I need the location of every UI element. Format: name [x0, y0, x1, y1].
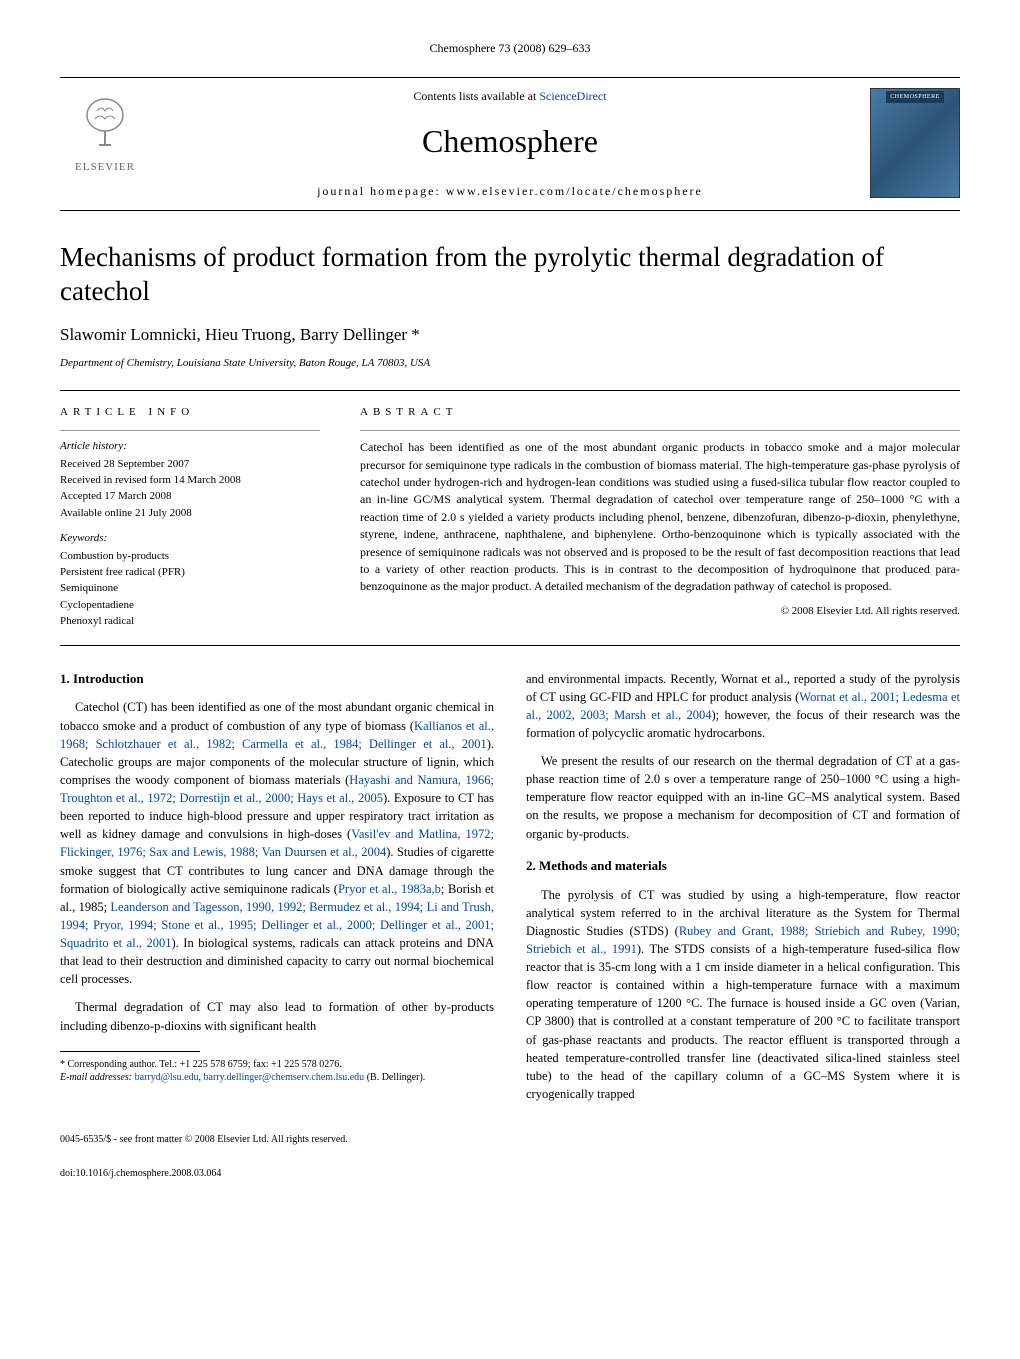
keyword: Combustion by-products	[60, 549, 320, 564]
intro-continuation: and environmental impacts. Recently, Wor…	[526, 670, 960, 743]
email-footnote: E-mail addresses: barryd@lsu.edu, barry.…	[60, 1071, 494, 1085]
article-info: ARTICLE INFO Article history: Received 2…	[60, 405, 320, 631]
right-column: and environmental impacts. Recently, Wor…	[526, 670, 960, 1113]
homepage-line: journal homepage: www.elsevier.com/locat…	[170, 183, 850, 200]
keyword: Cyclopentadiene	[60, 598, 320, 613]
citation-link[interactable]: Pryor et al., 1983a,b	[338, 882, 441, 896]
history-label: Article history:	[60, 439, 320, 454]
email-link[interactable]: barryd@lsu.edu	[135, 1072, 199, 1083]
abstract-heading: ABSTRACT	[360, 405, 960, 420]
journal-header: ELSEVIER Contents lists available at Sci…	[60, 77, 960, 211]
footer-copyright: 0045-6535/$ - see front matter © 2008 El…	[60, 1133, 960, 1147]
authors: Slawomir Lomnicki, Hieu Truong, Barry De…	[60, 323, 960, 347]
intro-paragraph-2: Thermal degradation of CT may also lead …	[60, 998, 494, 1034]
keywords-label: Keywords:	[60, 531, 320, 546]
header-center: Contents lists available at ScienceDirec…	[150, 88, 870, 200]
journal-citation: Chemosphere 73 (2008) 629–633	[60, 40, 960, 57]
footer-doi: doi:10.1016/j.chemosphere.2008.03.064	[60, 1167, 960, 1181]
methods-paragraph-1: The pyrolysis of CT was studied by using…	[526, 886, 960, 1104]
article-history-block: Article history: Received 28 September 2…	[60, 430, 320, 521]
article-title: Mechanisms of product formation from the…	[60, 241, 960, 309]
intro-heading: 1. Introduction	[60, 670, 494, 689]
email-label: E-mail addresses:	[60, 1072, 135, 1083]
article-info-heading: ARTICLE INFO	[60, 405, 320, 420]
affiliation: Department of Chemistry, Louisiana State…	[60, 356, 960, 371]
text: ). The STDS consists of a high-temperatu…	[526, 942, 960, 1101]
history-line: Available online 21 July 2008	[60, 506, 320, 521]
history-line: Received 28 September 2007	[60, 457, 320, 472]
history-line: Accepted 17 March 2008	[60, 489, 320, 504]
contents-available: Contents lists available at ScienceDirec…	[170, 88, 850, 105]
left-column: 1. Introduction Catechol (CT) has been i…	[60, 670, 494, 1113]
abstract-text: Catechol has been identified as one of t…	[360, 430, 960, 596]
keywords-block: Keywords: Combustion by-products Persist…	[60, 531, 320, 629]
abstract-copyright: © 2008 Elsevier Ltd. All rights reserved…	[360, 604, 960, 619]
keyword: Persistent free radical (PFR)	[60, 565, 320, 580]
methods-heading: 2. Methods and materials	[526, 857, 960, 876]
elsevier-tree-icon	[70, 88, 140, 158]
email-link[interactable]: barry.dellinger@chemserv.chem.lsu.edu	[204, 1072, 365, 1083]
elsevier-logo: ELSEVIER	[60, 88, 150, 175]
intro-paragraph-1: Catechol (CT) has been identified as one…	[60, 698, 494, 988]
keyword: Phenoxyl radical	[60, 614, 320, 629]
footnote-separator	[60, 1051, 200, 1052]
corresponding-author-footnote: * Corresponding author. Tel.: +1 225 578…	[60, 1058, 494, 1072]
intro-paragraph-3: We present the results of our research o…	[526, 752, 960, 843]
contents-prefix: Contents lists available at	[413, 89, 539, 103]
abstract: ABSTRACT Catechol has been identified as…	[360, 405, 960, 631]
cover-label: CHEMOSPHERE	[886, 91, 944, 103]
keyword: Semiquinone	[60, 581, 320, 596]
homepage-url: www.elsevier.com/locate/chemosphere	[446, 184, 703, 198]
homepage-prefix: journal homepage:	[317, 184, 446, 198]
sciencedirect-link[interactable]: ScienceDirect	[539, 89, 606, 103]
journal-name: Chemosphere	[170, 119, 850, 164]
elsevier-label: ELSEVIER	[75, 160, 135, 175]
email-suffix: (B. Dellinger).	[364, 1072, 425, 1083]
body-columns: 1. Introduction Catechol (CT) has been i…	[60, 670, 960, 1113]
info-abstract-section: ARTICLE INFO Article history: Received 2…	[60, 390, 960, 646]
history-line: Received in revised form 14 March 2008	[60, 473, 320, 488]
journal-cover-thumbnail: CHEMOSPHERE	[870, 88, 960, 198]
